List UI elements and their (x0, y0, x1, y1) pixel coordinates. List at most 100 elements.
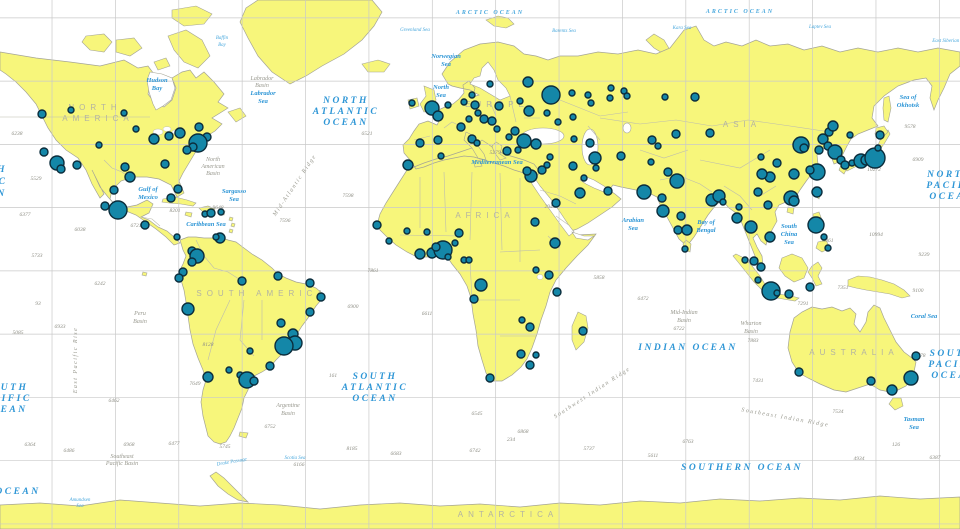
city-marker[interactable] (532, 266, 540, 274)
city-marker[interactable] (735, 203, 743, 211)
city-marker[interactable] (166, 193, 176, 203)
city-marker[interactable] (444, 101, 452, 109)
city-marker[interactable] (95, 141, 103, 149)
city-marker[interactable] (756, 262, 766, 272)
city-marker[interactable] (372, 220, 382, 230)
city-marker[interactable] (749, 256, 759, 266)
city-marker[interactable] (647, 135, 657, 145)
city-marker[interactable] (569, 113, 577, 121)
city-marker[interactable] (217, 208, 225, 216)
city-marker[interactable] (903, 370, 919, 386)
city-marker[interactable] (654, 142, 662, 150)
city-marker[interactable] (794, 367, 804, 377)
city-marker[interactable] (827, 144, 843, 160)
city-marker[interactable] (764, 231, 776, 243)
city-marker[interactable] (763, 200, 773, 210)
city-marker[interactable] (274, 336, 294, 356)
city-marker[interactable] (516, 349, 526, 359)
city-marker[interactable] (487, 116, 497, 126)
city-marker[interactable] (468, 91, 476, 99)
city-marker[interactable] (807, 216, 825, 234)
city-marker[interactable] (514, 146, 522, 154)
city-marker[interactable] (246, 347, 254, 355)
city-marker[interactable] (636, 184, 652, 200)
city-marker[interactable] (444, 253, 452, 261)
city-marker[interactable] (532, 351, 540, 359)
city-marker[interactable] (470, 100, 480, 110)
city-marker[interactable] (485, 373, 495, 383)
city-marker[interactable] (756, 168, 768, 180)
city-marker[interactable] (164, 131, 174, 141)
city-marker[interactable] (544, 270, 554, 280)
city-marker[interactable] (886, 384, 898, 396)
city-marker[interactable] (516, 133, 532, 149)
city-marker[interactable] (549, 237, 561, 249)
city-marker[interactable] (72, 160, 82, 170)
city-marker[interactable] (108, 200, 128, 220)
city-marker[interactable] (67, 106, 75, 114)
city-marker[interactable] (494, 101, 504, 111)
city-marker[interactable] (874, 144, 882, 152)
city-marker[interactable] (754, 276, 762, 284)
city-marker[interactable] (661, 93, 669, 101)
city-marker[interactable] (744, 220, 758, 234)
city-marker[interactable] (525, 322, 535, 332)
city-marker[interactable] (584, 91, 592, 99)
city-marker[interactable] (523, 105, 535, 117)
city-marker[interactable] (465, 256, 473, 264)
city-marker[interactable] (607, 84, 615, 92)
city-marker[interactable] (187, 257, 197, 267)
city-marker[interactable] (690, 92, 700, 102)
city-marker[interactable] (805, 282, 815, 292)
city-marker[interactable] (657, 193, 667, 203)
city-marker[interactable] (437, 152, 445, 160)
city-marker[interactable] (174, 273, 184, 283)
city-marker[interactable] (574, 187, 586, 199)
city-marker[interactable] (731, 212, 743, 224)
city-marker[interactable] (580, 174, 588, 182)
city-marker[interactable] (669, 173, 685, 189)
city-marker[interactable] (551, 198, 561, 208)
city-marker[interactable] (451, 239, 459, 247)
city-marker[interactable] (788, 168, 800, 180)
city-marker[interactable] (811, 186, 823, 198)
city-marker[interactable] (120, 162, 130, 172)
city-marker[interactable] (474, 278, 488, 292)
city-marker[interactable] (543, 109, 551, 117)
city-marker[interactable] (120, 109, 128, 117)
city-marker[interactable] (194, 122, 204, 132)
city-marker[interactable] (276, 318, 286, 328)
city-marker[interactable] (39, 147, 49, 157)
city-marker[interactable] (773, 289, 781, 297)
city-marker[interactable] (875, 130, 885, 140)
city-marker[interactable] (486, 80, 494, 88)
city-marker[interactable] (402, 159, 414, 171)
city-marker[interactable] (518, 316, 526, 324)
city-marker[interactable] (505, 133, 513, 141)
city-marker[interactable] (623, 92, 631, 100)
city-marker[interactable] (753, 187, 763, 197)
city-marker[interactable] (522, 166, 532, 176)
city-marker[interactable] (109, 185, 119, 195)
city-marker[interactable] (212, 233, 220, 241)
city-marker[interactable] (530, 217, 540, 227)
city-marker[interactable] (316, 292, 326, 302)
city-marker[interactable] (741, 256, 749, 264)
city-marker[interactable] (473, 139, 481, 147)
city-marker[interactable] (530, 138, 542, 150)
city-marker[interactable] (414, 248, 426, 260)
city-marker[interactable] (173, 184, 183, 194)
city-marker[interactable] (814, 145, 824, 155)
city-marker[interactable] (403, 227, 411, 235)
city-marker[interactable] (543, 161, 551, 169)
city-marker[interactable] (423, 228, 431, 236)
city-marker[interactable] (681, 245, 689, 253)
city-marker[interactable] (206, 208, 216, 218)
city-marker[interactable] (546, 153, 554, 161)
city-marker[interactable] (56, 164, 66, 174)
city-marker[interactable] (663, 167, 673, 177)
city-marker[interactable] (673, 225, 683, 235)
city-marker[interactable] (603, 186, 613, 196)
city-marker[interactable] (647, 158, 655, 166)
city-marker[interactable] (385, 237, 393, 245)
